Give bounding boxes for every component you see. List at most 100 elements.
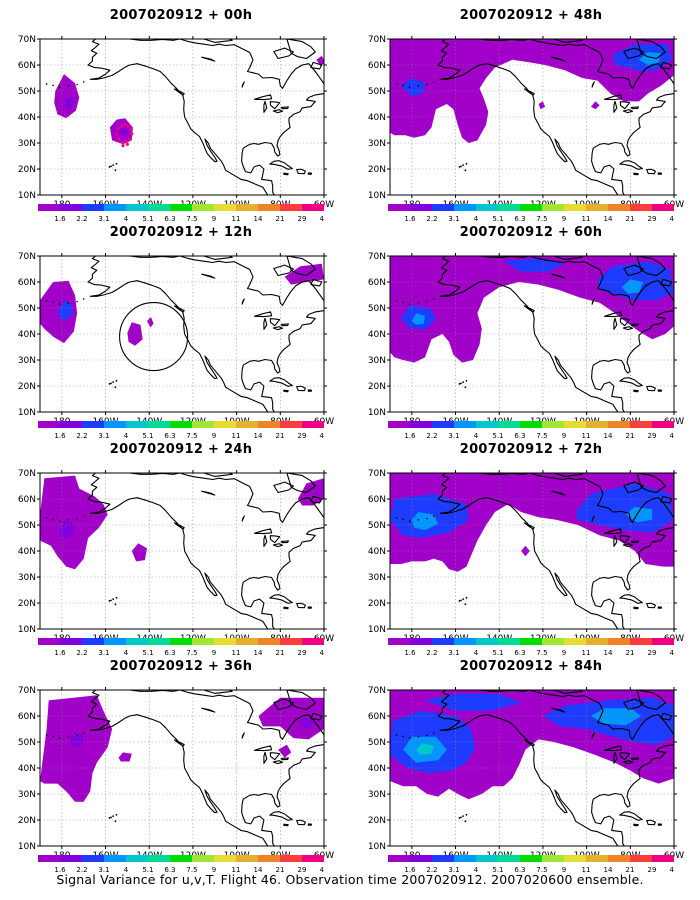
lat-tick-label: 10N [368,625,386,635]
coastline [310,712,323,721]
island [465,379,468,382]
lake-outline [619,535,631,544]
colorbar: 1.6 2.2 3.1 4 5.1 6.3 7.5 9 11 14 21 29 40 [388,638,674,657]
island [458,817,461,819]
variance-region [297,716,316,729]
colorbar-level-label: 1.6 [54,215,66,223]
island [426,300,428,303]
lat-tick-label: 30N [368,139,386,149]
lake-outline [280,106,289,110]
panel-title: 2007020912 + 72h [459,442,603,457]
colorbar-level-label: 29 [648,432,657,440]
colorbar-level-label: 21 [276,432,285,440]
colorbar-level-label: 2.2 [76,866,87,874]
colorbar-swatch [302,421,324,428]
lat-tick-label: 30N [368,790,386,800]
lat-tick-label: 20N [368,382,386,392]
lake-outline [603,94,623,101]
observation-dot [120,140,124,144]
map-panel-12h: 2007020912 + 12h 180160W140W120W100W80W6… [8,225,338,440]
colorbar-level-label: 2.2 [426,432,437,440]
map-area: 180160W140W120W100W80W60W10N20N30N40N50N… [368,686,684,861]
island [395,517,398,519]
colorbar-swatch [564,421,587,428]
colorbar-level-label: 7.5 [536,866,547,874]
variance-region [118,752,132,762]
lat-tick-label: 30N [18,573,36,583]
coastline [553,39,583,43]
coastline [523,305,535,313]
island [408,86,411,88]
lake-outline [272,543,284,548]
colorbar-level-label: 14 [604,215,613,223]
island [395,300,398,302]
colorbar-level-label: 5.1 [492,432,503,440]
coastline [286,690,316,711]
variance-region [538,101,546,110]
lake-outline [591,298,595,305]
island [114,820,117,823]
colorbar-swatch [38,855,61,862]
colorbar-swatch [630,638,653,645]
coastline [307,389,313,392]
island [45,734,48,736]
variance-region [591,101,600,110]
colorbar-level-label: 40 [670,215,674,223]
lat-tick-label: 10N [18,191,36,201]
coastline [660,278,673,287]
colorbar-swatch [498,421,521,428]
lake-outline [619,752,631,761]
map-content [40,256,324,412]
colorbar-level-label: 3.1 [448,215,459,223]
island [114,386,117,389]
coastline [636,690,666,711]
coastline [681,256,700,269]
observation-dot [117,127,121,131]
colorbar-level-label: 9 [212,649,216,657]
colorbar-level-label: 1.6 [404,215,416,223]
coastline [331,690,351,703]
observation-dot [130,132,134,136]
colorbar-swatch [214,421,237,428]
colorbar-swatch [454,855,477,862]
colorbar-swatch [586,421,609,428]
coastline [623,481,644,494]
colorbar-level-label: 9 [212,215,216,223]
lat-tick-label: 20N [368,165,386,175]
island [114,169,117,172]
colorbar-level-label: 6.3 [164,215,175,223]
coastline [269,594,293,604]
colorbar: 1.6 2.2 3.1 4 5.1 6.3 7.5 9 11 14 21 29 40 [38,855,324,874]
island [76,300,78,303]
island [465,813,468,816]
map-panel-72h: 2007020912 + 72h 180160W140W120W100W80W6… [358,442,688,657]
coastline [87,256,324,412]
coastline [619,811,643,821]
map-content [390,256,700,412]
colorbar-swatch [192,204,215,211]
panel-title: 2007020912 + 24h [109,442,253,457]
colorbar-level-label: 6.3 [514,215,525,223]
lat-tick-label: 20N [368,599,386,609]
lat-tick-label: 60N [18,712,36,722]
map-content [390,39,674,195]
panel-title: 2007020912 + 84h [459,659,603,674]
lake-outline [253,528,273,535]
colorbar-level-label: 5.1 [492,866,503,874]
colorbar-swatch [170,638,193,645]
lat-tick-label: 60N [368,278,386,288]
island [432,732,435,734]
colorbar-swatch [652,204,674,211]
map-area: 180160W140W120W100W80W60W10N20N30N40N50N… [368,469,684,644]
coastline [553,256,583,260]
colorbar-swatch [170,421,193,428]
colorbar-swatch [148,204,171,211]
island [45,83,48,85]
coastline [173,522,185,530]
colorbar-swatch [214,855,237,862]
lake-outline [622,760,634,765]
colorbar-level-label: 11 [582,215,591,223]
coastline [523,739,535,747]
coastline [273,698,294,711]
colorbar-swatch [388,638,411,645]
